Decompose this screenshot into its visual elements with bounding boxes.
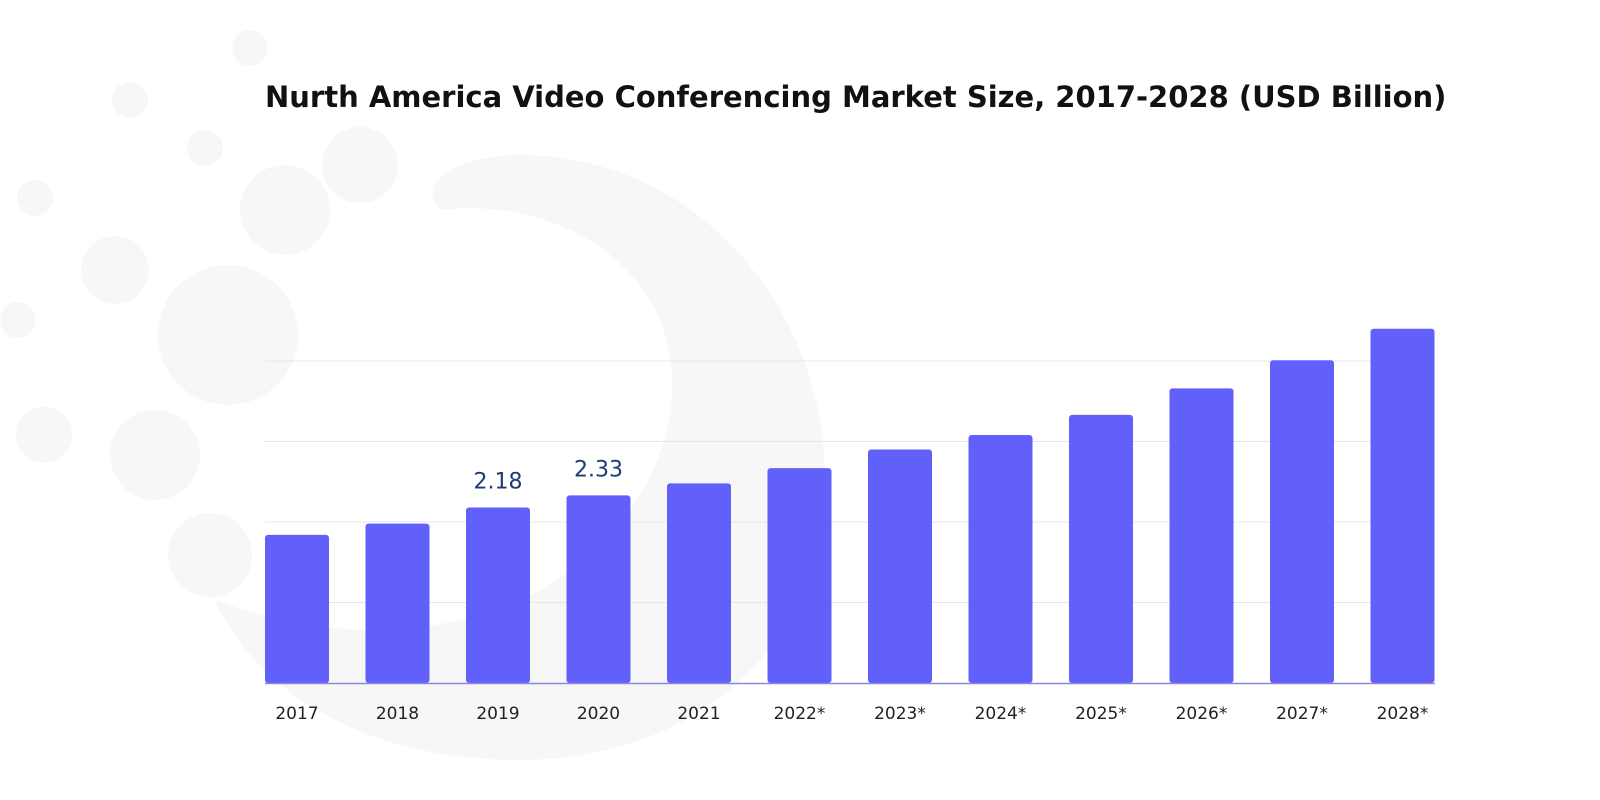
bars bbox=[265, 328, 1435, 683]
x-tick-label: 2018 bbox=[376, 704, 419, 724]
bar-2026 bbox=[1169, 388, 1234, 683]
x-tick-label: 2020 bbox=[577, 704, 620, 724]
bar-2028 bbox=[1370, 328, 1435, 683]
x-tick-label: 2026* bbox=[1176, 704, 1228, 724]
bar-2023 bbox=[868, 449, 932, 683]
x-tick-label: 2022* bbox=[774, 704, 826, 724]
x-axis-ticks: 2017 2018 2019 2020 2021 2022* 2023* 2024* 2025*… bbox=[275, 704, 1428, 724]
x-tick-label: 2021 bbox=[677, 704, 720, 724]
bar-2022 bbox=[767, 468, 832, 683]
x-tick-label: 2023* bbox=[874, 704, 926, 724]
bar-2021 bbox=[667, 483, 731, 683]
bar-2019 bbox=[466, 507, 530, 683]
bar-2024 bbox=[968, 435, 1033, 683]
x-tick-label: 2028* bbox=[1377, 704, 1429, 724]
x-tick-label: 2024* bbox=[975, 704, 1027, 724]
x-tick-label: 2027* bbox=[1276, 704, 1328, 724]
chart-title: Nurth America Video Conferencing Market … bbox=[265, 80, 1447, 114]
gridlines bbox=[265, 360, 1435, 603]
bar-2025 bbox=[1069, 414, 1133, 683]
data-label: 2.18 bbox=[474, 470, 523, 495]
data-labels: 2.18 2.33 bbox=[474, 457, 623, 494]
x-tick-label: 2019 bbox=[476, 704, 519, 724]
bar-2018 bbox=[365, 523, 430, 683]
bar-2017 bbox=[265, 534, 329, 683]
x-tick-label: 2017 bbox=[275, 704, 318, 724]
bar-2020 bbox=[566, 495, 631, 683]
x-tick-label: 2025* bbox=[1075, 704, 1127, 724]
data-label: 2.33 bbox=[574, 457, 623, 482]
bar-2027 bbox=[1270, 360, 1334, 683]
